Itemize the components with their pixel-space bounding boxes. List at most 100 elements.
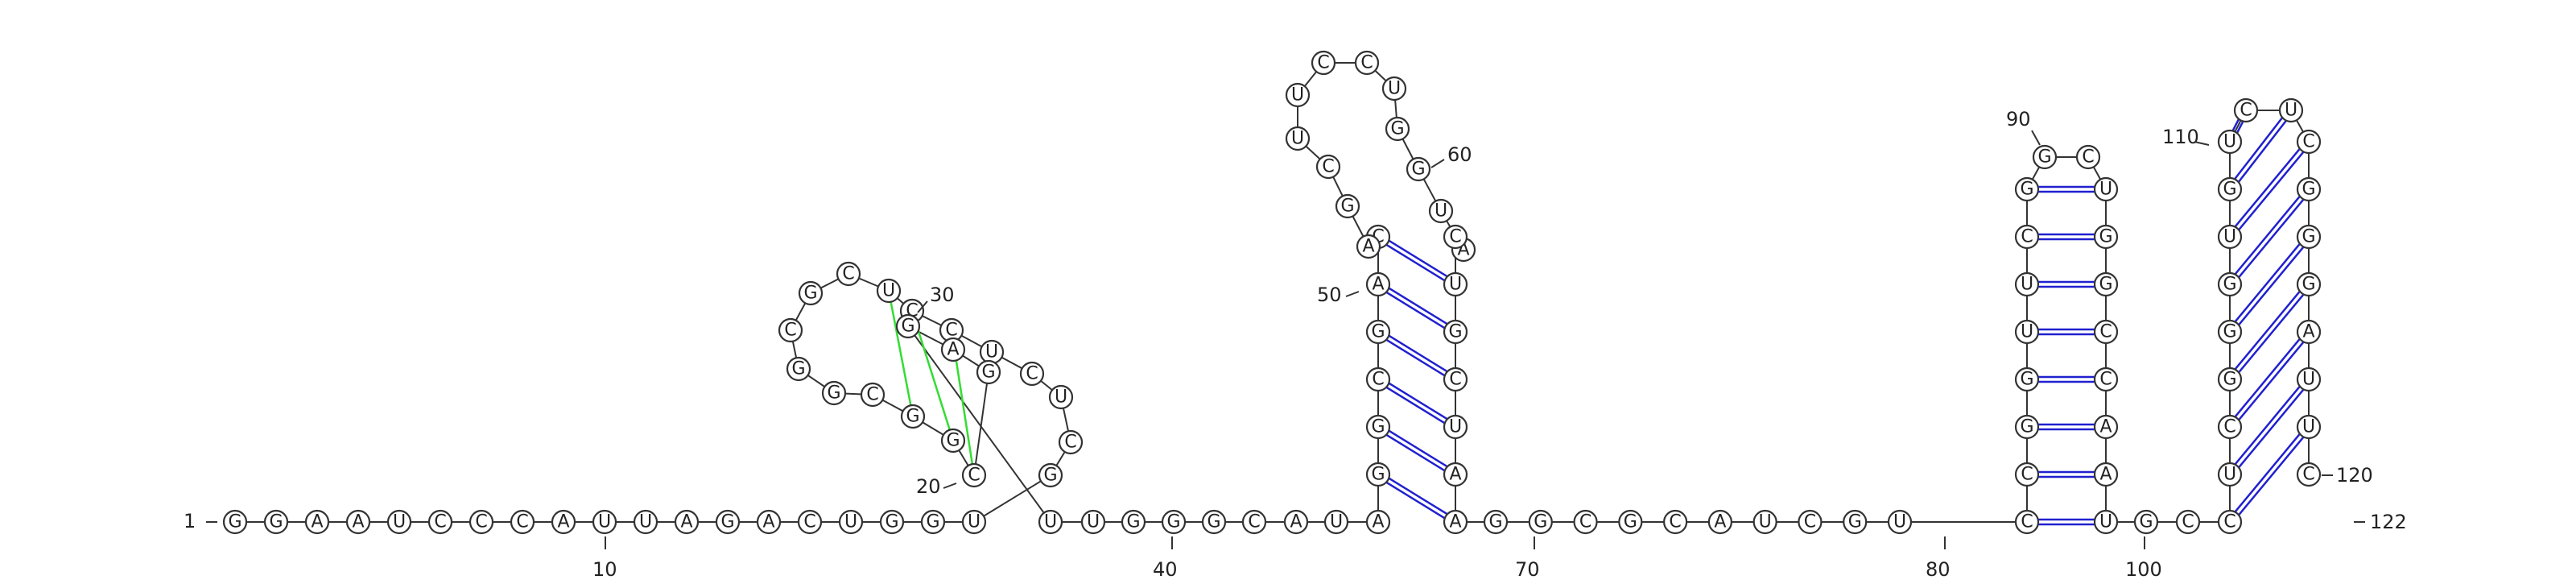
svg-text:U: U [882, 281, 895, 301]
nucleotide-41: U [1080, 509, 1106, 535]
svg-text:A: A [680, 512, 692, 532]
nucleotide-96: G [2093, 271, 2119, 297]
svg-text:A: A [557, 512, 569, 532]
svg-text:U: U [2099, 180, 2112, 200]
nucleotide-46: A [1283, 509, 1309, 535]
nucleotide-87: G [2014, 367, 2040, 392]
svg-text:A: A [1372, 512, 1384, 532]
nucleotide-32: G [821, 380, 847, 406]
svg-text:U: U [1893, 512, 1906, 532]
svg-text:C: C [1026, 364, 1038, 384]
base-pair-line [1376, 428, 1455, 478]
svg-text:G: G [827, 383, 840, 404]
backbone-layer [235, 62, 2310, 523]
base-pair-line [2227, 377, 2308, 474]
svg-text:C: C [2099, 370, 2112, 390]
nucleotide-101: U [2093, 509, 2119, 535]
svg-text:C: C [2182, 512, 2194, 532]
svg-text:A: A [311, 512, 323, 532]
nucleotide-39: G [895, 313, 921, 339]
svg-text:A: A [1372, 275, 1384, 295]
nucleotide-113: C [2233, 97, 2259, 123]
pseudoknot-pair-line [887, 290, 914, 417]
nucleotide-72: A [1443, 462, 1468, 487]
nucleotide-111: G [2217, 176, 2243, 202]
nucleotide-77: G [1618, 509, 1643, 535]
nucleotide-98: C [2093, 367, 2119, 392]
nucleotide-95: G [2093, 224, 2119, 250]
nucleotide-43: G [1161, 509, 1187, 535]
nucleotide-18: G [920, 509, 946, 535]
svg-text:C: C [1248, 512, 1260, 532]
svg-text:A: A [2099, 417, 2112, 437]
svg-text:A: A [2099, 465, 2112, 485]
nucleotide-67: C [1443, 224, 1468, 250]
index-label-layer: 1 10 20 30 40 50 60 70 80 90 100 110 120… [184, 108, 2407, 581]
nucleotide-91: G [2014, 176, 2040, 202]
svg-text:U: U [2223, 132, 2236, 152]
svg-text:C: C [2021, 227, 2033, 247]
nucleotide-81: C [1798, 509, 1823, 535]
svg-text:G: G [1043, 466, 1057, 486]
base-pair-line [2227, 108, 2290, 188]
nucleotide-47: U [1323, 509, 1349, 535]
nucleotide-112: U [2217, 129, 2243, 155]
index-tick-20 [943, 483, 957, 489]
nucleotide-70: C [1443, 367, 1468, 392]
base-pair-line [1376, 333, 1455, 383]
svg-text:U: U [1291, 85, 1304, 106]
svg-text:U: U [2302, 417, 2315, 437]
svg-text:A: A [1449, 465, 1461, 485]
svg-text:U: U [1044, 512, 1057, 532]
nucleotide-34: G [900, 404, 926, 429]
base-pair-line [1378, 424, 1458, 474]
nucleotide-13: G [715, 509, 741, 535]
nucleotide-30: C [778, 317, 803, 343]
svg-text:C: C [1579, 512, 1591, 532]
nucleotide-88: U [2014, 319, 2040, 345]
nucleotide-105: U [2217, 462, 2243, 487]
index-label-80: 80 [1926, 558, 1951, 581]
nucleotide-49: G [1365, 462, 1391, 487]
svg-text:C: C [475, 512, 487, 532]
svg-text:G: G [720, 512, 734, 532]
nucleotide-119: A [2296, 319, 2322, 345]
svg-text:C: C [2302, 465, 2314, 485]
svg-text:G: G [2020, 417, 2033, 437]
svg-text:C: C [1449, 227, 1461, 247]
svg-text:C: C [2240, 101, 2252, 121]
nucleotide-117: G [2296, 224, 2322, 250]
svg-text:G: G [2099, 227, 2112, 247]
svg-text:A: A [1362, 237, 1374, 257]
svg-text:G: G [1848, 512, 1862, 532]
svg-text:G: G [2099, 275, 2112, 295]
svg-text:C: C [1317, 53, 1329, 73]
nucleotide-63: G [1385, 116, 1410, 142]
svg-text:G: G [1488, 512, 1502, 532]
svg-text:G: G [1340, 197, 1354, 217]
svg-text:C: C [516, 512, 528, 532]
svg-text:G: G [2301, 227, 2315, 247]
nucleotide-60: C [1311, 50, 1336, 76]
pseudoknot-pair-line [910, 310, 955, 441]
svg-text:U: U [2302, 370, 2315, 390]
nucleotide-80: U [1752, 509, 1777, 535]
backbone-segment [973, 474, 1051, 523]
index-label-1: 1 [184, 510, 196, 532]
nucleotide-106: C [2217, 414, 2243, 440]
base-pair-line [2227, 139, 2308, 236]
nucleotide-84: C [2014, 509, 2040, 535]
nucleotide-89: U [2014, 271, 2040, 297]
nucleotide-122: C [2296, 462, 2322, 487]
svg-text:G: G [2301, 275, 2315, 295]
svg-text:G: G [901, 317, 914, 337]
svg-text:G: G [2223, 275, 2236, 295]
nucleotide-71: U [1443, 414, 1468, 440]
svg-text:U: U [2223, 465, 2236, 485]
svg-text:C: C [1322, 157, 1334, 177]
nucleotide-2: G [263, 509, 289, 535]
nucleotide-75: G [1528, 509, 1553, 535]
svg-text:C: C [1804, 512, 1816, 532]
svg-text:U: U [1087, 512, 1100, 532]
